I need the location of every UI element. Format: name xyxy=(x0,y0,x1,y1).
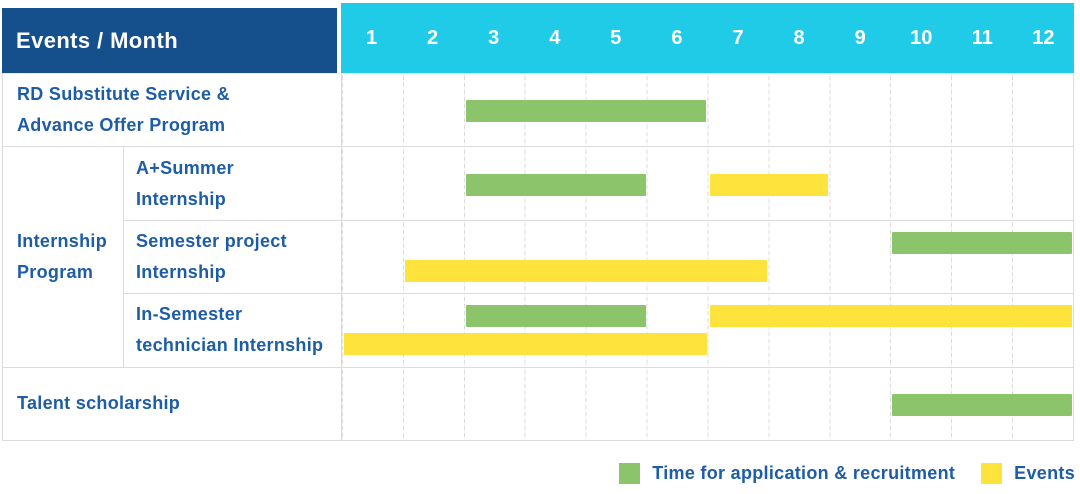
legend-swatch-application-icon xyxy=(619,462,641,484)
gantt-bar-application xyxy=(892,231,1072,254)
row-label-line: Internship xyxy=(17,230,108,251)
row-label-in-semester-technician-internship: In-Semester technician Internship xyxy=(124,294,342,368)
month-label: 4 xyxy=(549,26,561,49)
row-label-line: In-Semester xyxy=(136,304,243,325)
month-label: 2 xyxy=(427,26,439,49)
gantt-bar-application xyxy=(465,305,646,328)
row-label-line: A+Summer xyxy=(136,157,234,178)
chart-row-in-semester-technician-internship xyxy=(342,294,1074,368)
month-label: 1 xyxy=(365,26,378,49)
row-label-rd-substitute-service: RD Substitute Service & Advance Offer Pr… xyxy=(3,74,342,148)
row-label-line: Program xyxy=(17,261,94,282)
table-header-events-month: Events / Month xyxy=(2,8,337,73)
row-group-internship-program: Internship Program xyxy=(3,147,124,368)
gantt-bar-events xyxy=(404,259,768,282)
gantt-bar-application xyxy=(465,173,646,196)
row-label-a-plus-summer-internship: A+Summer Internship xyxy=(124,147,342,221)
month-label: 7 xyxy=(732,26,744,49)
month-label: 9 xyxy=(854,26,866,49)
row-label-line: Internship xyxy=(136,188,227,209)
chart-row-a-plus-summer-internship xyxy=(342,147,1074,221)
month-label: 10 xyxy=(910,26,933,49)
legend: Time for application & recruitment Event… xyxy=(619,459,1075,487)
row-label-line: technician Internship xyxy=(136,335,324,356)
month-label: 11 xyxy=(971,26,993,49)
row-label-line: RD Substitute Service & xyxy=(17,84,230,105)
gantt-bar-events xyxy=(709,173,829,196)
month-label: 3 xyxy=(488,26,500,49)
row-label-line: Advance Offer Program xyxy=(17,115,226,136)
month-label: 8 xyxy=(793,26,805,49)
legend-swatch-events-icon xyxy=(981,462,1003,484)
chart-row-semester-project-internship xyxy=(342,220,1074,295)
month-label: 6 xyxy=(671,26,683,49)
gantt-bar-application xyxy=(892,393,1072,416)
legend-label-application: Time for application & recruitment xyxy=(652,462,956,483)
row-label-line: Internship xyxy=(136,261,227,282)
row-label-line: Talent scholarship xyxy=(17,393,181,414)
gantt-bar-application xyxy=(465,100,707,123)
month-header-row: 1 2 3 4 5 6 7 8 9 10 11 12 xyxy=(341,3,1074,73)
month-label: 12 xyxy=(1032,26,1055,49)
gantt-bar-events xyxy=(709,305,1072,328)
gantt-bar-events xyxy=(344,333,707,356)
month-label: 5 xyxy=(610,26,622,49)
gantt-table-body: RD Substitute Service & Advance Offer Pr… xyxy=(2,73,1074,441)
row-label-semester-project-internship: Semester project Internship xyxy=(124,220,342,295)
row-label-line: Semester project xyxy=(136,230,287,251)
page-title: Events / Month xyxy=(16,27,179,53)
legend-item-events: Events xyxy=(981,462,1075,484)
legend-item-application: Time for application & recruitment xyxy=(619,462,956,484)
chart-row-talent-scholarship xyxy=(342,367,1074,441)
legend-label-events: Events xyxy=(1014,462,1075,483)
chart-row-rd-substitute-service xyxy=(342,74,1074,148)
row-label-talent-scholarship: Talent scholarship xyxy=(3,367,342,441)
